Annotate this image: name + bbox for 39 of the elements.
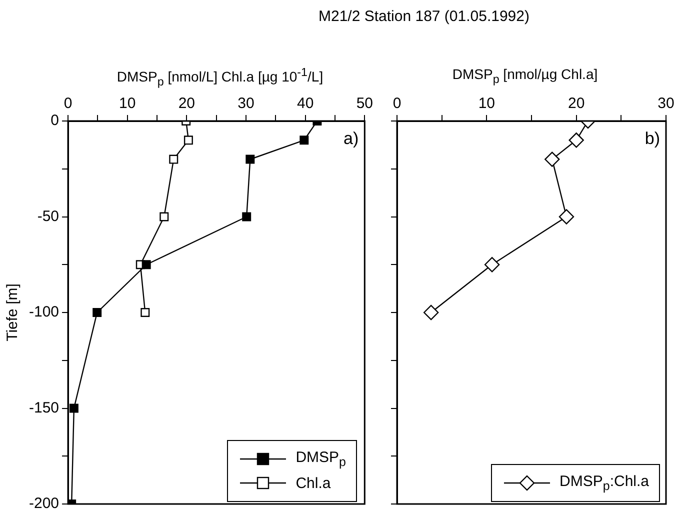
x-axis-title: DMSP$_{p}$ [nmol/µg Chl.a] — [451, 66, 599, 86]
x-axis-title: DMSP$_{p}$ [nmol/L] Chl.a [µg 10$^{-1}$/L] — [116, 66, 324, 88]
point — [69, 404, 78, 413]
point — [169, 154, 178, 164]
x-tick-label: 40 — [296, 95, 314, 112]
point — [423, 304, 439, 320]
legend-label: DMSP$_{p}$:Chl.a — [560, 473, 649, 493]
x-tick-label: 0 — [64, 95, 72, 112]
x-tick-label: 10 — [119, 95, 136, 112]
y-tick-label: -100 — [28, 304, 60, 321]
y-tick-label: -50 — [37, 208, 60, 225]
y-tick-label: 0 — [50, 112, 60, 130]
x-tick-label: 10 — [478, 95, 496, 112]
x-tick-label: 20 — [178, 95, 196, 112]
point — [242, 212, 252, 222]
point — [558, 209, 574, 224]
point — [142, 260, 151, 270]
point — [300, 136, 309, 145]
y-tick-label: -200 — [28, 495, 60, 512]
point — [160, 212, 169, 222]
point — [140, 308, 150, 317]
x-tick-label: 20 — [568, 95, 585, 112]
x-tick-label: 50 — [356, 95, 373, 112]
point — [568, 132, 584, 148]
x-tick-label: 0 — [392, 95, 402, 112]
point — [184, 136, 193, 145]
annotation: a) — [344, 129, 359, 148]
point — [92, 308, 102, 317]
point — [544, 152, 560, 167]
x-tick-label: 30 — [658, 95, 674, 112]
point — [484, 257, 500, 272]
text: M21/2 Station 187 (01.05.1992) — [318, 8, 530, 25]
legend-label: Chl.a — [296, 474, 331, 492]
y-axis-title: Tiefe [m] — [4, 284, 22, 342]
y-tick-label: -150 — [28, 399, 60, 416]
x-tick-label: 30 — [238, 95, 254, 112]
legend-label: DMSP$_{p}$ — [296, 449, 346, 469]
annotation: b) — [644, 129, 660, 148]
point — [246, 154, 255, 164]
